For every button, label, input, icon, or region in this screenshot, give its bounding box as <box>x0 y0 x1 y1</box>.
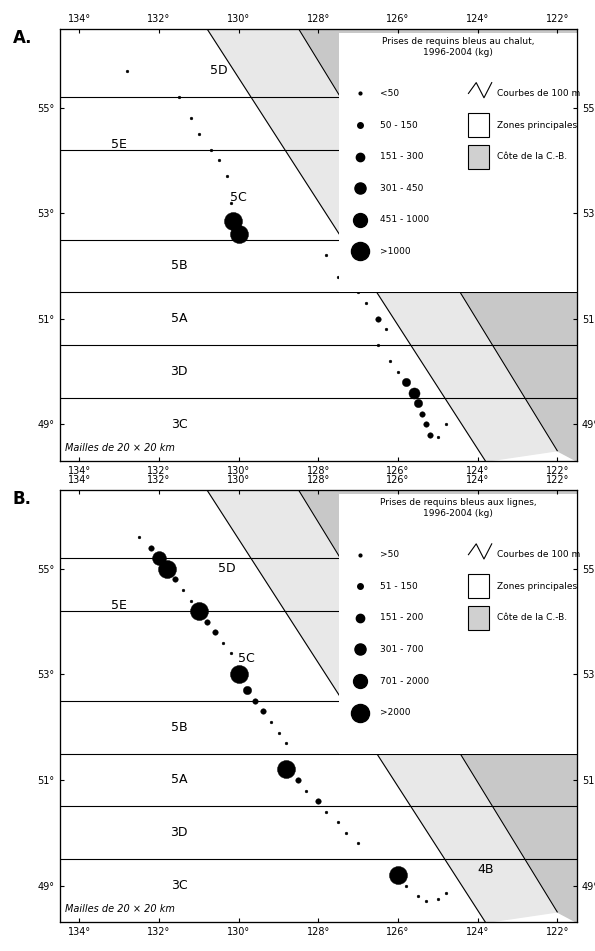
Text: Prises de requins bleus aux lignes,
1996-2004 (kg): Prises de requins bleus aux lignes, 1996… <box>380 498 537 517</box>
Text: Mailles de 20 × 20 km: Mailles de 20 × 20 km <box>65 442 174 453</box>
Text: 451 - 1000: 451 - 1000 <box>380 215 430 224</box>
Text: 50 - 150: 50 - 150 <box>380 121 418 129</box>
FancyBboxPatch shape <box>339 33 577 293</box>
Text: 701 - 2000: 701 - 2000 <box>380 676 430 686</box>
Text: 5E: 5E <box>111 138 127 151</box>
Text: 4B: 4B <box>477 864 494 876</box>
Text: 3C: 3C <box>171 417 187 431</box>
Text: Courbes de 100 m: Courbes de 100 m <box>497 551 580 559</box>
Text: 3D: 3D <box>170 826 187 840</box>
Bar <box>468 113 489 137</box>
Polygon shape <box>207 29 558 461</box>
Text: 301 - 450: 301 - 450 <box>380 184 424 193</box>
Text: 5D: 5D <box>218 562 236 575</box>
Polygon shape <box>207 490 558 922</box>
Text: Mailles de 20 × 20 km: Mailles de 20 × 20 km <box>65 903 174 914</box>
Text: 301 - 700: 301 - 700 <box>380 645 424 654</box>
Text: >50: >50 <box>380 551 400 559</box>
Text: 151 - 300: 151 - 300 <box>380 152 424 161</box>
Polygon shape <box>299 490 577 922</box>
Text: 5C: 5C <box>238 652 255 665</box>
Text: 5C: 5C <box>230 191 247 204</box>
Text: 5A: 5A <box>171 773 187 786</box>
Polygon shape <box>299 29 577 461</box>
Text: 5D: 5D <box>210 65 228 77</box>
Text: Côte de la C.-B.: Côte de la C.-B. <box>497 613 567 622</box>
Text: 5E: 5E <box>111 599 127 612</box>
Text: 151 - 200: 151 - 200 <box>380 613 424 622</box>
Text: 5B: 5B <box>171 260 187 273</box>
Text: >2000: >2000 <box>380 708 411 717</box>
Bar <box>468 145 489 168</box>
Text: Zones principales: Zones principales <box>497 121 577 129</box>
Text: B.: B. <box>13 490 32 508</box>
Text: Zones principales: Zones principales <box>497 582 577 591</box>
Text: <50: <50 <box>380 89 400 98</box>
Text: 3D: 3D <box>170 365 187 378</box>
FancyBboxPatch shape <box>339 495 577 754</box>
Text: >1000: >1000 <box>380 247 411 256</box>
Text: 5B: 5B <box>171 721 187 734</box>
Text: Courbes de 100 m: Courbes de 100 m <box>497 89 580 98</box>
Text: Prises de requins bleus au chalut,
1996-2004 (kg): Prises de requins bleus au chalut, 1996-… <box>382 37 534 56</box>
Bar <box>468 574 489 598</box>
Bar <box>468 606 489 630</box>
Text: A.: A. <box>13 29 32 47</box>
Text: 51 - 150: 51 - 150 <box>380 582 418 591</box>
Text: 5A: 5A <box>171 312 187 325</box>
Text: Côte de la C.-B.: Côte de la C.-B. <box>497 152 567 161</box>
Text: 3C: 3C <box>171 879 187 892</box>
